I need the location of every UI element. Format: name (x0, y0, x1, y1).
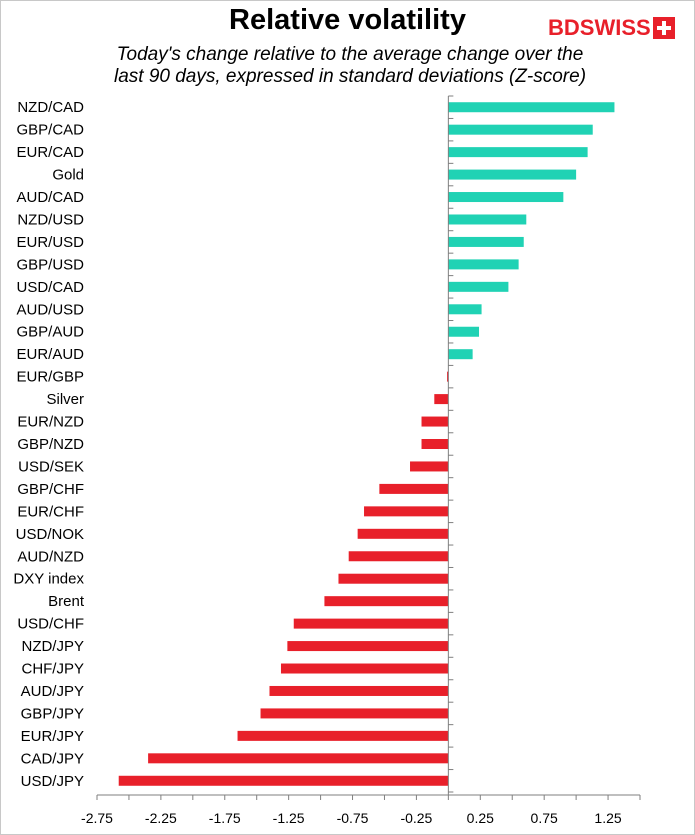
x-tick-label: 0.25 (467, 810, 494, 826)
bar-usd-sek (410, 461, 449, 472)
category-label: USD/CHF (17, 616, 84, 633)
bar-usd-cad (448, 281, 509, 292)
bar-usd-jpy (118, 775, 449, 786)
bar-eur-chf (364, 506, 449, 517)
category-label: EUR/USD (16, 234, 84, 251)
x-tick-label: -2.25 (145, 810, 177, 826)
bar-usd-chf (293, 618, 449, 629)
chart-subtitle: Today's change relative to the average c… (60, 44, 640, 88)
bar-gbp-jpy (260, 708, 449, 719)
bar-silver (434, 394, 449, 405)
bar-nzd-cad (448, 102, 615, 113)
category-label: USD/SEK (18, 458, 84, 475)
category-label: AUD/CAD (16, 189, 84, 206)
bar-aud-cad (448, 192, 564, 203)
category-label: USD/CAD (16, 279, 84, 296)
x-tick-label: -0.75 (337, 810, 369, 826)
bar-nzd-jpy (287, 641, 449, 652)
swiss-cross-icon (652, 17, 675, 39)
bar-dxy-index (338, 573, 449, 584)
category-label: EUR/CAD (16, 144, 84, 161)
bar-eur-aud (448, 349, 473, 360)
bar-aud-nzd (348, 551, 449, 562)
subtitle-line-2: last 90 days, expressed in standard devi… (113, 66, 587, 87)
bar-brent (324, 596, 449, 607)
x-tick-label: 0.75 (531, 810, 558, 826)
category-label: EUR/GBP (16, 369, 84, 386)
bar-aud-jpy (269, 685, 449, 696)
bar-eur-usd (448, 236, 524, 247)
category-label: GBP/CHF (17, 481, 84, 498)
logo-text-swiss: SWISS (579, 15, 651, 40)
bar-eur-gbp (447, 371, 449, 382)
bar-gbp-cad (448, 124, 593, 135)
category-label: EUR/NZD (17, 414, 84, 431)
category-label: EUR/CHF (17, 503, 84, 520)
bar-gbp-usd (448, 259, 519, 270)
category-label: GBP/USD (16, 256, 84, 273)
bar-eur-nzd (421, 416, 449, 427)
bar-eur-cad (448, 147, 588, 158)
bar-aud-usd (448, 304, 482, 315)
bdswiss-logo: BD SWISS (548, 14, 675, 42)
x-tick-label: -1.25 (273, 810, 305, 826)
category-label: Silver (46, 391, 84, 408)
category-label: DXY index (13, 571, 84, 588)
subtitle-line-1: Today's change relative to the average c… (116, 44, 584, 65)
category-label: EUR/JPY (21, 728, 84, 745)
category-label: Brent (48, 593, 85, 610)
category-label: GBP/CAD (16, 122, 84, 139)
bar-nzd-usd (448, 214, 527, 225)
x-tick-label: -0.25 (400, 810, 432, 826)
bar-gbp-chf (379, 483, 449, 494)
category-label: CHF/JPY (21, 661, 84, 678)
category-label: NZD/USD (17, 211, 84, 228)
category-label: AUD/USD (16, 301, 84, 318)
x-tick-label: -1.75 (209, 810, 241, 826)
bar-gbp-aud (448, 326, 480, 337)
category-label: Gold (52, 167, 84, 184)
category-label: GBP/JPY (21, 705, 84, 722)
bar-gbp-nzd (421, 439, 449, 449)
category-label: GBP/AUD (16, 324, 84, 341)
category-label: USD/JPY (21, 773, 84, 790)
category-label: AUD/NZD (17, 548, 84, 565)
category-label: NZD/CAD (17, 99, 84, 116)
category-label: AUD/JPY (21, 683, 84, 700)
bar-gold (448, 169, 577, 180)
category-label: EUR/AUD (16, 346, 84, 363)
bar-chf-jpy (280, 663, 449, 674)
logo-text-bd: BD (548, 15, 580, 40)
bar-eur-jpy (237, 730, 449, 741)
chart-title: Relative volatility (229, 4, 466, 36)
category-label: CAD/JPY (21, 750, 84, 767)
bar-usd-nok (357, 528, 449, 539)
x-tick-label: 1.25 (594, 810, 621, 826)
category-label: NZD/JPY (21, 638, 84, 655)
bar-cad-jpy (148, 753, 449, 764)
x-tick-label: -2.75 (81, 810, 113, 826)
category-label: GBP/NZD (17, 436, 84, 453)
category-label: USD/NOK (16, 526, 84, 543)
